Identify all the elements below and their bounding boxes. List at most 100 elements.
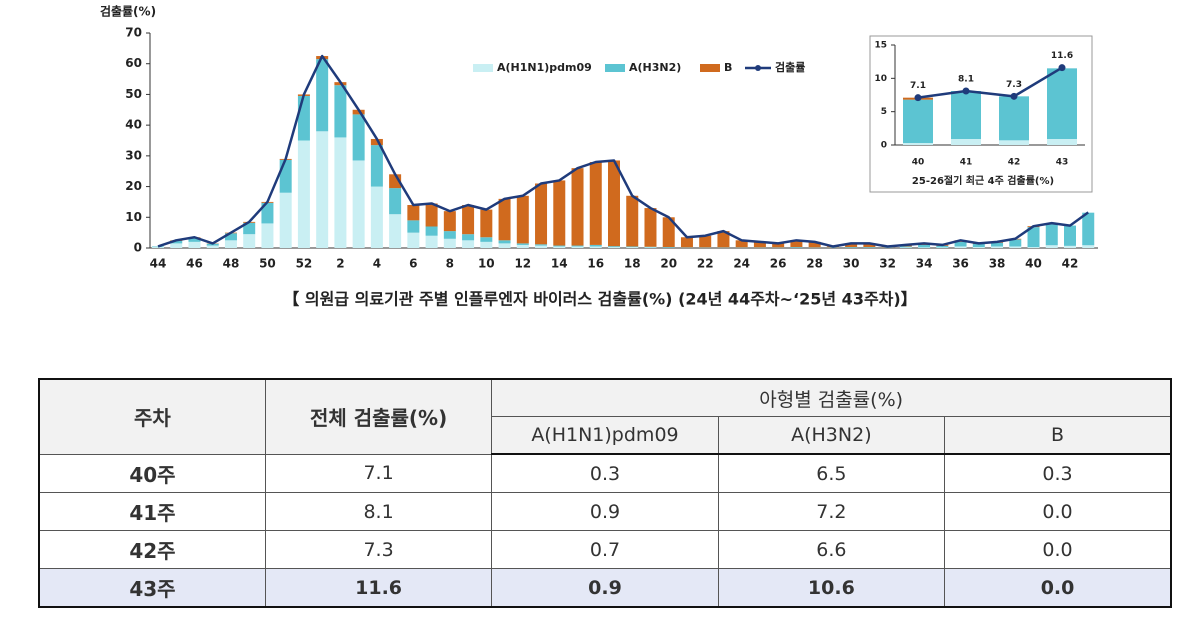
bar-segment [918,247,931,248]
bar-segment [717,231,730,248]
bar-segment [662,247,675,248]
bar-segment [954,241,967,247]
x-tick-label: 44 [150,257,167,271]
value-cell: 8.1 [264,492,493,531]
bar-segment [516,195,529,244]
y-axis-label: 검출률(%) [100,4,156,19]
bar-segment [170,243,183,248]
x-tick-label: 46 [186,257,203,271]
bar-segment [951,91,981,139]
value-cell: 0.9 [491,492,719,531]
bar-segment [480,237,493,242]
bar-segment [991,246,1004,248]
bar-segment [152,247,164,248]
data-label: 8.1 [958,75,974,85]
x-tick-label: 41 [960,158,973,168]
bar-segment [991,242,1004,247]
bar-segment [425,203,438,227]
legend-swatch [605,64,625,72]
x-tick-label: 26 [770,257,787,271]
bar-segment [899,246,912,248]
x-tick-label: 30 [843,257,860,271]
bar-segment [370,138,383,146]
chart-caption: 【 의원급 의료기관 주별 인플루엔자 바이러스 검출률(%) (24년 44주… [283,290,916,309]
bar-segment [443,231,456,239]
bar-segment [279,192,292,248]
bar-segment [608,247,620,248]
x-tick-label: 32 [879,257,896,271]
x-tick-label: 22 [697,257,714,271]
table-row: 42주 7.3 0.7 6.6 0.0 [38,530,1172,569]
x-tick-label: 34 [916,257,933,271]
value-cell: 11.6 [264,568,493,608]
bar-segment [516,243,529,245]
bar-segment [462,234,475,241]
bar-segment [589,246,602,248]
bar-segment [352,114,365,161]
x-tick-label: 52 [296,257,313,271]
bar-segment [535,244,548,246]
bar-segment [1047,68,1077,139]
bar-segment [316,59,329,132]
bar-segment [316,131,329,248]
table-row: 43주 11.6 0.9 10.6 0.0 [38,568,1172,608]
value-cell: 0.7 [491,530,719,569]
x-tick-label: 12 [514,257,531,271]
x-tick-label: 42 [1062,257,1079,271]
bar-segment [1045,223,1058,246]
bar-segment [680,237,693,248]
bar-segment [903,143,933,145]
x-tick-label: 48 [223,257,240,271]
bar-segment [188,237,201,242]
y-tick-label: 15 [874,41,887,51]
bar-segment [790,240,803,248]
bar-segment [462,240,475,248]
value-cell: 0.0 [944,492,1172,531]
value-cell: 0.0 [944,530,1172,569]
bar-segment [936,247,949,248]
bar-segment [972,247,985,248]
value-cell: 7.1 [264,453,493,493]
bar-segment [407,220,420,233]
bar-segment [425,235,438,248]
legend-label: 검출률 [775,60,805,74]
header-cell: 전체 검출률(%) [264,378,493,455]
bar-segment [498,198,511,241]
bar-segment [644,246,657,248]
y-tick-label: 10 [874,74,887,84]
value-cell: 7.3 [264,530,493,569]
y-tick-label: 5 [881,107,887,117]
value-cell: 0.9 [491,568,719,608]
x-tick-label: 8 [446,257,454,271]
bar-segment [608,246,620,248]
week-cell: 42주 [38,530,266,569]
bar-segment [334,137,347,248]
value-cell: 6.5 [717,453,946,493]
bar-segment [334,85,347,138]
x-tick-label: 42 [1008,158,1021,168]
bar-segment [535,183,548,245]
data-table: 주차 전체 검출률(%) 아형별 검출률(%) A(H1N1)pdm09 A(H… [38,378,1172,608]
bar-segment [443,211,456,232]
header-cell: A(H3N2) [717,416,946,455]
value-cell: 7.2 [717,492,946,531]
bar-segment [224,240,237,248]
bar-segment [845,243,858,248]
bar-segment [297,95,310,141]
x-tick-label: 2 [336,257,344,271]
y-tick-label: 10 [125,210,142,224]
legend-label: A(H3N2) [629,61,681,74]
bar-segment [370,186,383,248]
x-tick-label: 16 [587,257,604,271]
data-label: 11.6 [1051,51,1073,61]
line [917,66,1063,99]
bar-segment [589,162,602,245]
bar-segment [1082,212,1095,246]
bar-segment [1009,246,1022,248]
bar-segment [644,247,657,248]
bar-segment [644,208,657,247]
bar-segment [1064,245,1076,248]
bar-segment [699,235,712,248]
x-tick-label: 18 [624,257,641,271]
